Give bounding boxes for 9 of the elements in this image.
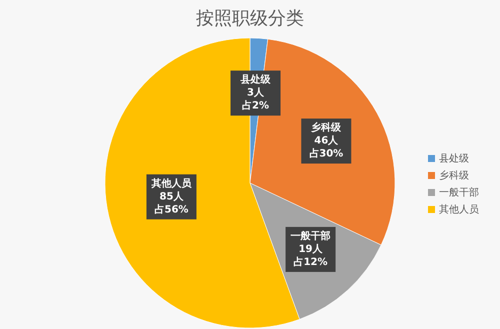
- data-label: 其他人员85人占56%: [150, 177, 192, 216]
- chart-title: 按照职级分类: [196, 8, 304, 29]
- data-label: 乡科级46人占30%: [309, 122, 344, 160]
- legend-label: 其他人员: [439, 204, 479, 216]
- data-label: 一般干部19人占12%: [290, 230, 331, 268]
- data-label: 县处级3人占2%: [240, 74, 272, 112]
- legend-label: 县处级: [439, 152, 469, 164]
- legend-label: 乡科级: [439, 170, 469, 182]
- legend-label: 一般干部: [439, 186, 479, 198]
